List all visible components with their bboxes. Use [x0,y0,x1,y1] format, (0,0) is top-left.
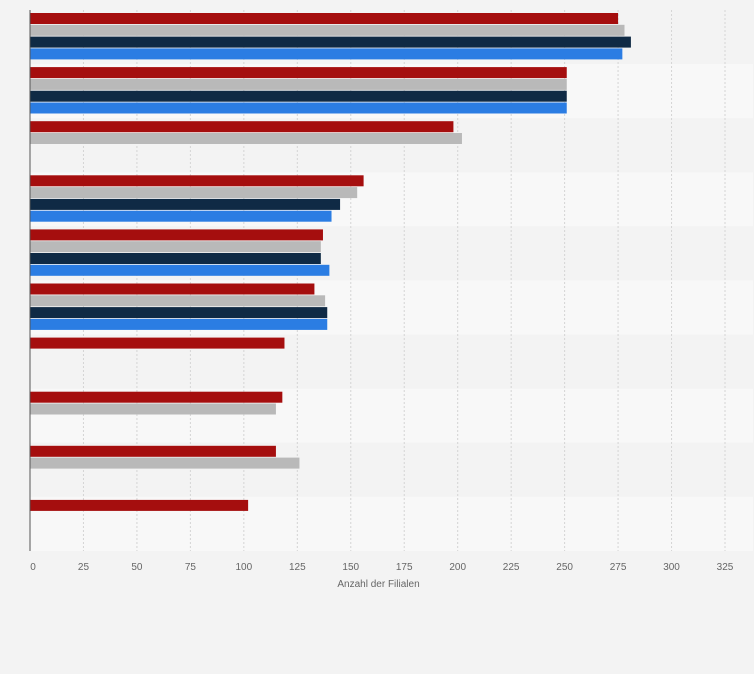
bar[interactable] [30,283,315,295]
bar[interactable] [30,318,328,330]
x-tick-label: 275 [610,562,627,573]
x-tick-label: 175 [396,562,413,573]
bar[interactable] [30,264,330,276]
bar[interactable] [30,187,358,199]
x-tick-labels: 0 25 50 75 100 125 150 175 200 225 250 275 300 325 [30,562,734,573]
bar[interactable] [30,445,276,457]
bar[interactable] [30,175,364,187]
x-tick-label: 150 [342,562,359,573]
bar[interactable] [30,499,249,511]
x-tick-label: 25 [78,562,90,573]
bar[interactable] [30,13,619,24]
bar[interactable] [30,253,321,264]
bar[interactable] [30,337,285,349]
bar[interactable] [30,102,567,114]
x-tick-label: 300 [663,562,680,573]
bars [30,13,631,511]
x-tick-label: 50 [131,562,143,573]
x-tick-label: 225 [503,562,520,573]
bar[interactable] [30,36,631,48]
bar[interactable] [30,229,323,241]
bar[interactable] [30,241,321,253]
x-tick-label: 100 [236,562,253,573]
x-tick-label: 200 [449,562,466,573]
x-tick-label: 0 [30,562,36,573]
x-tick-label: 325 [717,562,734,573]
bar[interactable] [30,133,462,144]
bar[interactable] [30,210,332,222]
bar[interactable] [30,307,328,319]
bar[interactable] [30,78,567,90]
bar[interactable] [30,457,300,469]
bar[interactable] [30,24,625,36]
bar[interactable] [30,403,276,415]
bar[interactable] [30,67,567,79]
bar[interactable] [30,121,454,133]
bar[interactable] [30,90,567,102]
x-tick-label: 75 [185,562,197,573]
x-tick-label: 125 [289,562,306,573]
bar[interactable] [30,48,623,60]
bar[interactable] [30,391,283,403]
x-axis-title: Anzahl der Filialen [337,579,419,590]
bar[interactable] [30,295,326,307]
x-tick-label: 250 [556,562,573,573]
bar[interactable] [30,198,341,210]
